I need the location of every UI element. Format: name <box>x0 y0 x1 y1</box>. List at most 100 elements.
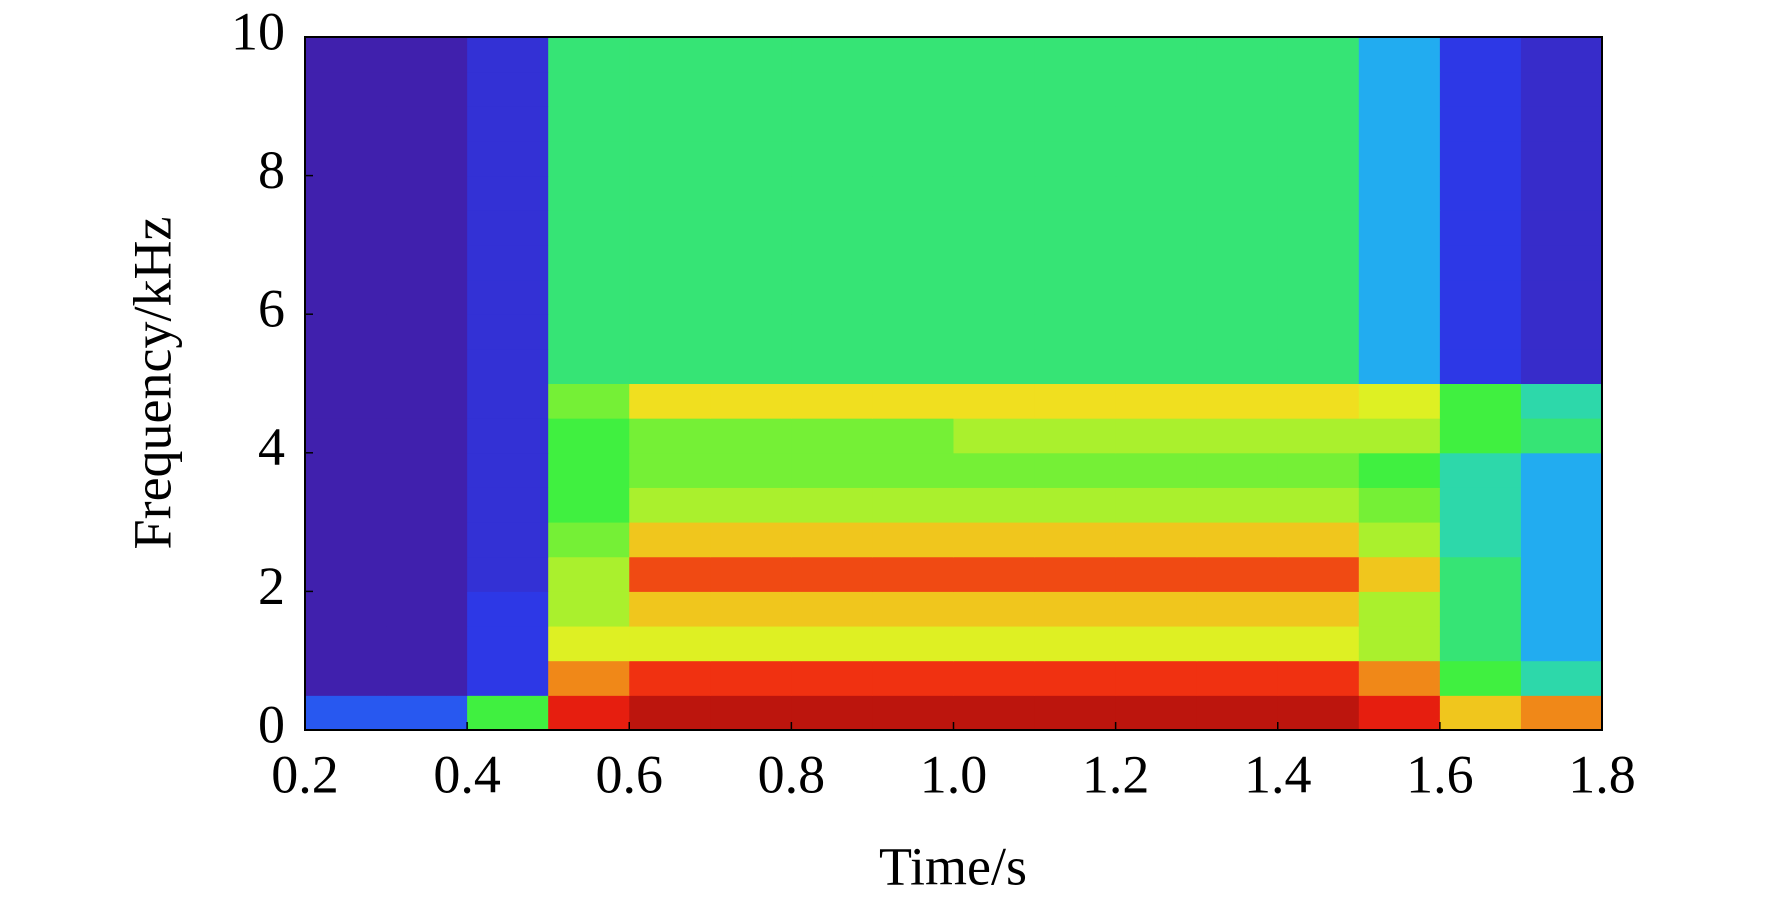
spectrogram-cell <box>710 279 792 315</box>
spectrogram-cell <box>953 591 1036 627</box>
spectrogram-cell <box>1115 383 1198 419</box>
spectrogram-cell <box>1439 626 1522 662</box>
spectrogram-cell <box>1034 695 1117 731</box>
spectrogram-cell <box>1439 244 1522 281</box>
spectrogram-cell <box>305 487 387 523</box>
spectrogram-cell <box>629 556 711 592</box>
spectrogram-cell <box>1196 626 1279 662</box>
spectrogram-cell <box>1277 37 1360 73</box>
x-tick-label: 0.2 <box>271 744 339 804</box>
spectrogram-cell <box>872 591 954 627</box>
spectrogram-cell <box>1520 522 1603 558</box>
spectrogram-cell <box>1358 244 1441 281</box>
spectrogram-cell <box>305 314 387 350</box>
spectrogram-cell <box>710 383 792 419</box>
spectrogram-cell <box>1277 660 1360 696</box>
spectrogram-cell <box>548 418 630 454</box>
y-axis-label: Frequency/kHz <box>122 217 182 550</box>
spectrogram-cell <box>953 626 1036 662</box>
spectrogram-cell <box>386 71 468 107</box>
spectrogram-cell <box>386 314 468 350</box>
spectrogram-cell <box>548 452 630 488</box>
spectrogram-cell <box>710 660 792 696</box>
spectrogram-cell <box>548 522 630 558</box>
x-tick-label: 1.8 <box>1568 744 1636 804</box>
spectrogram-cell <box>1520 314 1603 350</box>
spectrogram-cell <box>953 348 1036 384</box>
spectrogram-cell <box>1115 37 1198 73</box>
spectrogram-cell <box>305 279 387 315</box>
spectrogram-cell <box>1358 106 1441 142</box>
spectrogram-cell <box>872 487 954 523</box>
spectrogram-cell <box>467 522 549 558</box>
spectrogram-cell <box>467 106 549 142</box>
spectrogram-cell <box>1196 106 1279 142</box>
spectrogram-cell <box>386 626 468 662</box>
spectrogram-cell <box>629 626 711 662</box>
spectrogram-cell <box>1196 279 1279 315</box>
spectrogram-cell <box>1439 210 1522 246</box>
spectrogram-cell <box>1196 452 1279 488</box>
spectrogram-cell <box>791 37 873 73</box>
spectrogram-cell <box>548 71 630 107</box>
spectrogram-cell <box>1196 210 1279 246</box>
spectrogram-cell <box>710 556 792 592</box>
spectrogram-cell <box>791 71 873 107</box>
spectrogram-cell <box>1115 418 1198 454</box>
spectrogram-cell <box>1520 695 1603 731</box>
spectrogram-cell <box>548 660 630 696</box>
spectrogram-cell <box>791 314 873 350</box>
y-tick-label: 2 <box>258 556 285 616</box>
spectrogram-cell <box>629 244 711 281</box>
spectrogram-cell <box>1196 522 1279 558</box>
spectrogram-cell <box>1520 452 1603 488</box>
spectrogram-cell <box>467 314 549 350</box>
spectrogram-cell <box>1277 71 1360 107</box>
spectrogram-cell <box>1196 314 1279 350</box>
spectrogram-cell <box>1358 660 1441 696</box>
spectrogram-cell <box>1196 383 1279 419</box>
spectrogram-cell <box>1358 695 1441 731</box>
spectrogram-cell <box>1034 452 1117 488</box>
spectrogram-cell <box>710 71 792 107</box>
spectrogram-cell <box>1034 37 1117 73</box>
spectrogram-cell <box>1277 140 1360 177</box>
spectrogram-cell <box>548 244 630 281</box>
spectrogram-cell <box>548 383 630 419</box>
spectrogram-cell <box>1034 175 1117 211</box>
spectrogram-cell <box>1358 37 1441 73</box>
spectrogram-cell <box>1034 314 1117 350</box>
y-tick-label: 4 <box>258 417 285 477</box>
spectrogram-cell <box>1439 418 1522 454</box>
spectrogram-cell <box>1277 591 1360 627</box>
spectrogram-cell <box>386 695 468 731</box>
spectrogram-cell <box>1196 348 1279 384</box>
spectrogram-cell <box>872 314 954 350</box>
spectrogram-cell <box>710 626 792 662</box>
spectrogram-cell <box>629 106 711 142</box>
spectrogram-cell <box>1034 244 1117 281</box>
spectrogram-cell <box>710 591 792 627</box>
spectrogram-cell <box>1439 487 1522 523</box>
spectrogram-cell <box>1115 522 1198 558</box>
spectrogram-cell <box>872 348 954 384</box>
spectrogram-cell <box>305 210 387 246</box>
spectrogram-cell <box>791 140 873 177</box>
spectrogram-cell <box>1277 383 1360 419</box>
x-tick-label: 1.6 <box>1406 744 1474 804</box>
spectrogram-cell <box>791 660 873 696</box>
spectrogram-cell <box>1034 71 1117 107</box>
x-axis-label: Time/s <box>879 836 1027 896</box>
spectrogram-cell <box>1196 660 1279 696</box>
spectrogram-cell <box>1196 175 1279 211</box>
spectrogram-cell <box>548 140 630 177</box>
spectrogram-cell <box>1277 452 1360 488</box>
spectrogram-cell <box>1358 175 1441 211</box>
spectrogram-cell <box>548 175 630 211</box>
spectrogram-cell <box>1196 244 1279 281</box>
spectrogram-cell <box>467 626 549 662</box>
spectrogram-cell <box>1115 175 1198 211</box>
spectrogram-cell <box>1439 175 1522 211</box>
spectrogram-cell <box>1358 452 1441 488</box>
spectrogram-cell <box>710 175 792 211</box>
